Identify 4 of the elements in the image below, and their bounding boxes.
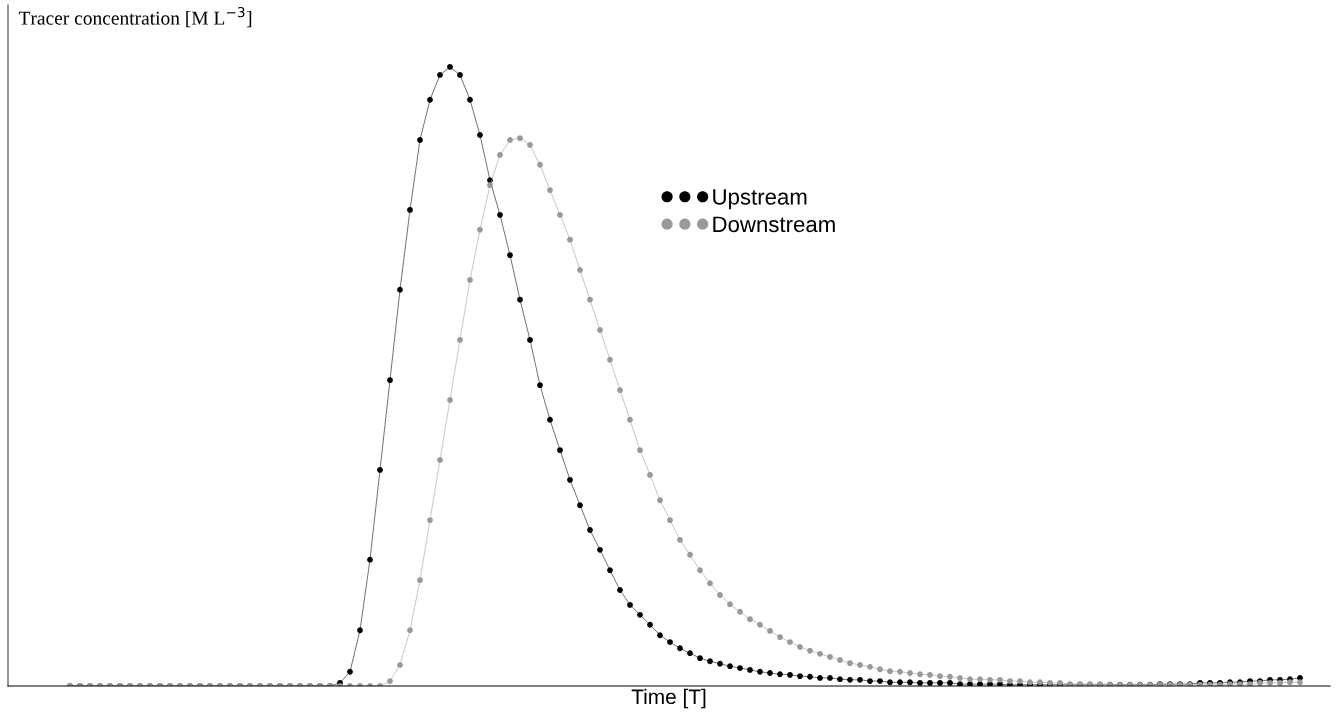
x-axis-title: Time [T] bbox=[631, 688, 706, 709]
y-axis-title: Tracer concentration [M L$^{−3}$] bbox=[18, 6, 252, 28]
legend-label: Downstream bbox=[713, 216, 835, 233]
legend-label: Upstream bbox=[713, 189, 807, 210]
